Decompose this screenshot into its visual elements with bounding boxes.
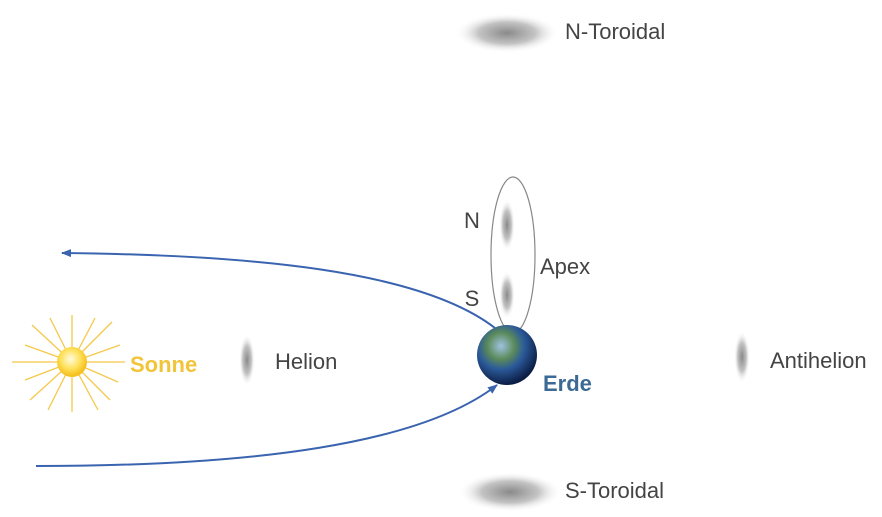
erde-label: Erde — [543, 371, 592, 396]
apex-label: Apex — [540, 254, 590, 279]
earth — [477, 325, 537, 385]
helion-label: Helion — [275, 349, 337, 374]
sonne-label: Sonne — [130, 352, 197, 377]
sun — [12, 315, 125, 412]
s-toroidal-label: S-Toroidal — [565, 478, 664, 503]
s-toroidal-cloud — [458, 472, 562, 512]
s-label: S — [465, 286, 480, 311]
apex-n-cloud — [499, 199, 515, 251]
incoming-arrow — [36, 385, 497, 466]
outgoing-arrow — [62, 253, 495, 328]
apex-s-cloud — [499, 271, 515, 319]
antihelion-cloud — [734, 331, 750, 383]
n-toroidal-label: N-Toroidal — [565, 19, 665, 44]
diagram: N-Toroidal N S Apex Sonne Helion Erde An… — [0, 0, 882, 517]
helion-cloud — [239, 334, 255, 386]
n-label: N — [464, 208, 480, 233]
n-toroidal-cloud — [455, 13, 559, 53]
antihelion-label: Antihelion — [770, 348, 867, 373]
